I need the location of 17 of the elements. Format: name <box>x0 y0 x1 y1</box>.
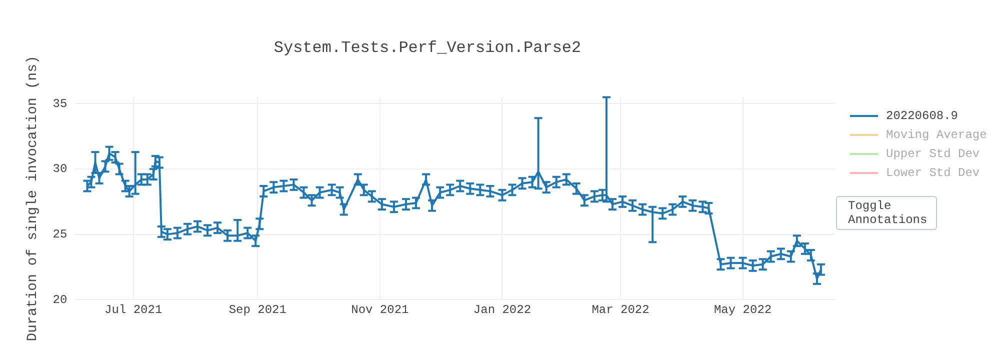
x-tick-label: Nov 2021 <box>351 302 409 317</box>
y-tick-label: 35 <box>52 96 68 111</box>
y-axis-title: Duration of single invocation (ns) <box>25 56 42 342</box>
x-tick-label: May 2022 <box>714 302 772 317</box>
legend-label: Lower Std Dev <box>886 166 980 180</box>
button: Toggle Annotations <box>836 196 937 230</box>
legend-label: 20220608.9 <box>886 108 958 122</box>
chart-title: System.Tests.Perf_Version.Parse2 <box>274 38 582 57</box>
x-tick-label: Jul 2021 <box>104 302 162 317</box>
y-tick-label: 20 <box>52 292 68 307</box>
y-tick-label: 30 <box>52 162 68 176</box>
y-tick-label: 25 <box>52 227 68 242</box>
x-tick-label: Mar 2022 <box>592 302 650 317</box>
legend-label: Upper Std Dev <box>886 146 980 160</box>
x-tick-label: Jan 2022 <box>473 302 532 317</box>
legend-label: Moving Average <box>886 128 987 142</box>
x-tick-label: Sep 2021 <box>228 302 286 317</box>
